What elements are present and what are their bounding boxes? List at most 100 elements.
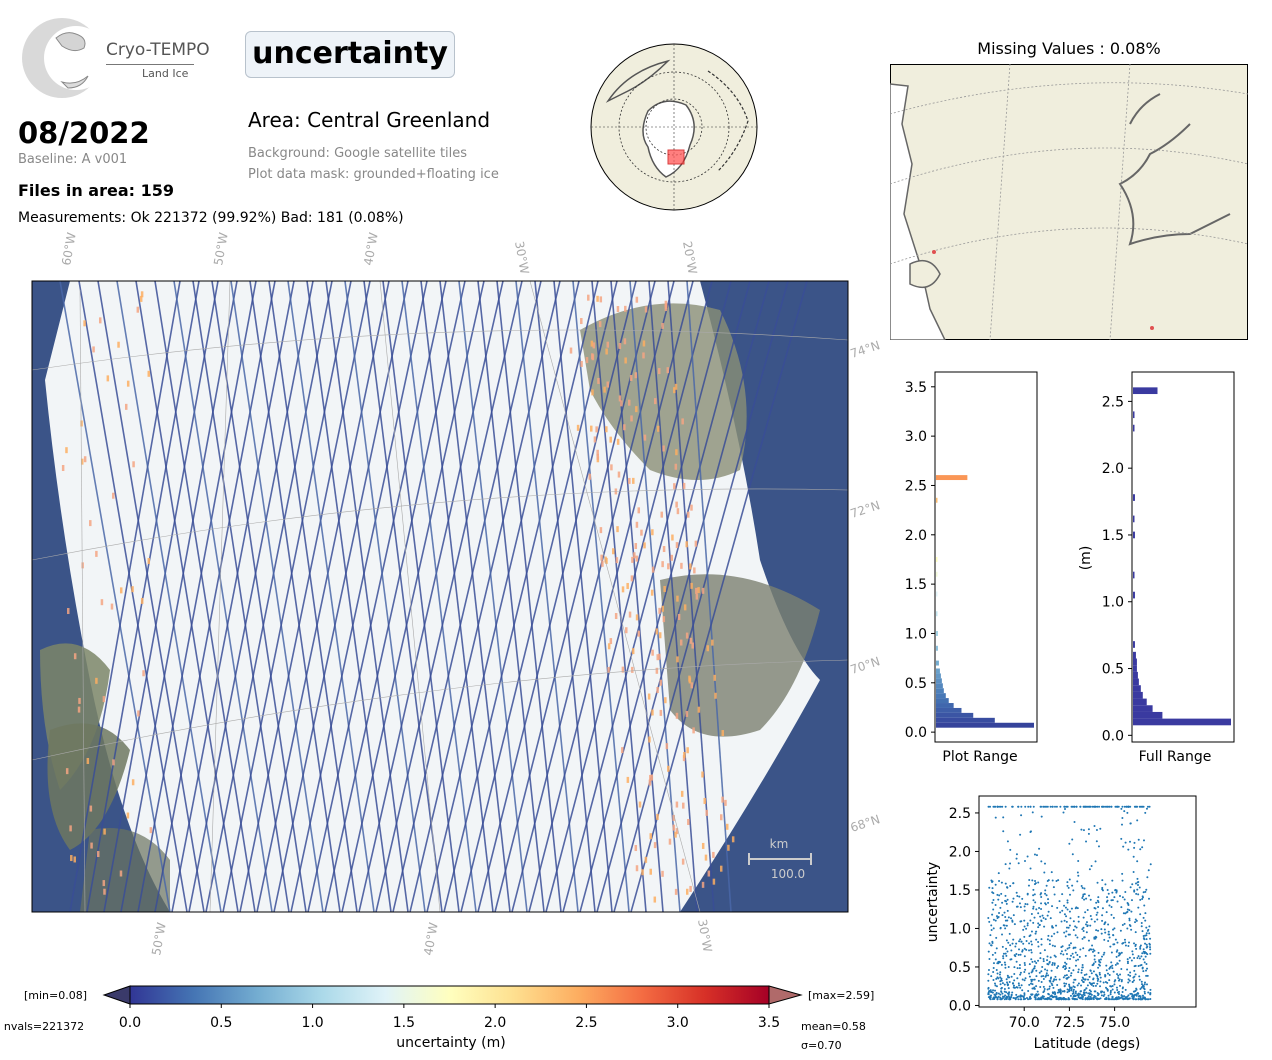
scatter-point	[1067, 886, 1070, 889]
coastal-speckle	[651, 649, 654, 656]
ground-track	[477, 281, 637, 912]
ground-track	[171, 281, 295, 912]
scatter-point	[1126, 962, 1129, 965]
lon-label-top-20w: 20°W	[680, 240, 700, 275]
coastal-speckle	[650, 589, 654, 596]
scatter-point	[990, 975, 993, 978]
scatter-point	[1068, 985, 1071, 988]
scatter-point	[1020, 805, 1023, 808]
scatter-point	[1089, 995, 1092, 998]
scatter-point	[1075, 926, 1078, 929]
scatter-point	[1125, 997, 1128, 1000]
scatter-point	[1100, 994, 1103, 997]
hist-full-range-ylabel: (m)	[1078, 546, 1094, 571]
scatter-point	[1039, 952, 1042, 955]
scatter-point	[987, 979, 990, 982]
scatter-point	[1111, 988, 1114, 991]
coastal-speckle	[690, 582, 693, 589]
scatter-point	[1136, 884, 1139, 887]
scatter-point	[998, 805, 1001, 808]
scatter-point	[1015, 857, 1018, 860]
coastal-speckle	[621, 586, 625, 593]
scatter-point	[1083, 988, 1086, 991]
scatter-point	[1136, 860, 1139, 863]
scatter-point	[1102, 981, 1105, 984]
scatter-point	[1063, 805, 1066, 808]
scatter-point	[1061, 909, 1064, 912]
scatter-point	[1042, 916, 1045, 919]
ground-track	[460, 281, 618, 912]
scatter-point	[1086, 984, 1089, 987]
scatter-point	[1047, 898, 1050, 901]
scatter-point	[1113, 927, 1116, 930]
scatter-point	[1123, 938, 1126, 941]
ground-track	[458, 281, 528, 912]
scatter-point	[1142, 970, 1145, 973]
scatter-point	[1047, 992, 1050, 995]
hist-full-range-bar	[1133, 658, 1137, 666]
scatter-point	[1122, 912, 1125, 915]
scatter-point	[1081, 966, 1084, 969]
scatter-point	[1115, 891, 1118, 894]
scatter-point	[1114, 963, 1117, 966]
scatter-point	[1077, 968, 1080, 971]
scatter-point	[1040, 938, 1043, 941]
scatter-point	[1005, 996, 1008, 999]
coastal-speckle	[65, 768, 69, 775]
scatter-point	[1114, 938, 1117, 941]
scatter-point	[1074, 925, 1077, 928]
main-map: 60°W 50°W 40°W 30°W 20°W 50°W 40°W 30°W …	[31, 231, 882, 957]
scatter-point	[1145, 946, 1148, 949]
coastal-speckle	[83, 320, 86, 327]
scatter-point	[992, 989, 995, 992]
scatter-point	[1094, 860, 1097, 863]
scatter-point	[1133, 942, 1136, 945]
scatter-point	[1004, 916, 1007, 919]
scatter-point	[1078, 955, 1081, 958]
scatter-point	[1120, 837, 1123, 840]
scatter-point	[1147, 928, 1150, 931]
coastal-speckle	[618, 395, 622, 402]
scatter-point	[1123, 898, 1126, 901]
scatter-point	[1032, 921, 1035, 924]
scatter-point	[1126, 958, 1129, 961]
scatter-point	[1132, 996, 1135, 999]
scatter-point	[1147, 869, 1150, 872]
scatter-point	[1132, 855, 1135, 858]
scatter-point	[1004, 919, 1007, 922]
scatter-point	[1010, 917, 1013, 920]
ground-track	[325, 281, 409, 912]
ground-track	[515, 281, 579, 912]
coastal-speckle	[676, 508, 680, 515]
scatter-point	[1090, 918, 1093, 921]
scatter-point	[1012, 996, 1015, 999]
scatter-point	[1126, 995, 1129, 998]
coastal-speckle	[721, 730, 725, 737]
scatter-point	[1016, 977, 1019, 980]
scatter-point	[1079, 805, 1082, 808]
scatter-point	[1144, 997, 1147, 1000]
scatter-point	[1019, 833, 1022, 836]
coastal-speckle	[142, 670, 145, 677]
scatter-point	[1134, 964, 1137, 967]
scatter-point	[1037, 941, 1040, 944]
scatter-point	[1119, 952, 1122, 955]
scatter-point	[1065, 982, 1068, 985]
lon-label-top-30w: 30°W	[512, 240, 532, 275]
coastal-speckle	[670, 554, 674, 561]
ground-track	[205, 281, 333, 912]
ground-track	[97, 281, 205, 912]
scatter-point	[1083, 887, 1086, 890]
scatter-point	[995, 992, 998, 995]
scatter-point	[1074, 990, 1077, 993]
scatter-point	[1081, 895, 1084, 898]
scatter-point	[996, 893, 999, 896]
scatter-point	[1063, 996, 1066, 999]
ground-track	[287, 281, 375, 912]
ground-track	[78, 281, 188, 912]
coastal-speckle	[78, 697, 81, 704]
coastal-speckle	[703, 797, 706, 804]
coastal-speckle	[635, 521, 639, 528]
scatter-point	[1074, 946, 1077, 949]
hist-plot-range-ytick-label: 1.5	[905, 577, 927, 593]
